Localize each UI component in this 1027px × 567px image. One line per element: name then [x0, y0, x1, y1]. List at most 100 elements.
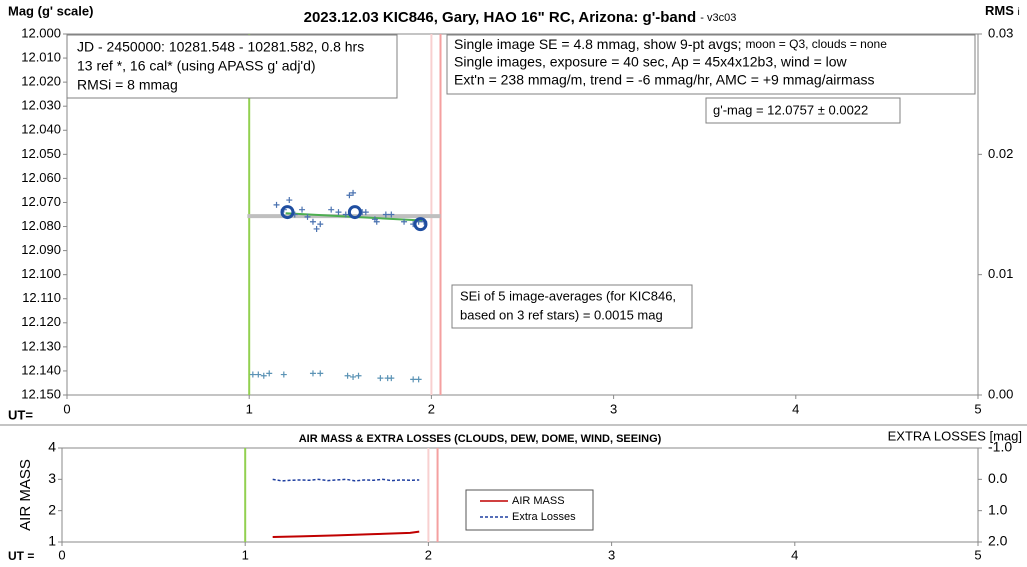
data-point — [249, 371, 256, 378]
data-point — [317, 370, 324, 377]
data-point — [346, 192, 353, 199]
average-point — [280, 205, 295, 220]
data-point — [299, 206, 306, 213]
data-point — [273, 201, 280, 208]
annotation-box — [446, 34, 976, 95]
y-tick-label: 12.020 — [21, 74, 61, 89]
y-tick-label: 12.050 — [21, 146, 61, 161]
y-tick-label: 12.150 — [21, 386, 61, 401]
data-point — [255, 371, 262, 378]
annotation: Single image SE = 4.8 mmag, show 9-pt av… — [454, 36, 887, 52]
annotation-box — [66, 34, 398, 99]
x-tick-label: 0 — [63, 401, 70, 416]
data-point — [335, 209, 342, 216]
y-tick-label: 12.060 — [21, 170, 61, 185]
x-tick-label: 3 — [610, 401, 617, 416]
data-point — [304, 213, 311, 220]
annotation-box — [705, 97, 901, 124]
data-point — [355, 372, 362, 379]
data-point — [344, 372, 351, 379]
y-tick-label: 12.040 — [21, 122, 61, 137]
data-point — [313, 225, 320, 232]
plot-area — [61, 447, 979, 543]
y-tick-label: 12.130 — [21, 338, 61, 353]
title-suffix: - v3c03 — [700, 12, 736, 24]
annotation: Ext'n = 238 mmag/m, trend = -6 mmag/hr, … — [454, 72, 875, 88]
y-tick-label: 3 — [48, 470, 56, 486]
x-axis-label: UT = — [8, 549, 34, 563]
y2-axis-label: RMS i — [985, 3, 1020, 18]
data-point — [362, 209, 369, 216]
chart-title: AIR MASS & EXTRA LOSSES (CLOUDS, DEW, DO… — [299, 433, 662, 445]
data-point — [350, 189, 357, 196]
data-point — [373, 218, 380, 225]
y2-label: RMS — [985, 3, 1014, 18]
data-point — [388, 375, 395, 382]
y2-axis-label: EXTRA LOSSES [mag] — [888, 428, 1022, 443]
plot-area — [66, 33, 979, 396]
data-point — [266, 370, 273, 377]
x-tick-label: 5 — [974, 401, 981, 416]
y-tick-label: 12.100 — [21, 266, 61, 281]
y2-tick-label: -1.0 — [988, 439, 1012, 455]
y-axis-label: Mag (g' scale) — [8, 3, 93, 18]
title: 2023.12.03 KIC846, Gary, HAO 16" RC, Ari… — [304, 9, 696, 26]
y-tick-label: 2 — [48, 501, 56, 517]
x-tick-label: 0 — [58, 547, 65, 562]
data-point — [342, 211, 349, 218]
y-tick-label: 12.000 — [21, 25, 61, 40]
data-point — [350, 373, 357, 380]
legend — [465, 489, 594, 531]
data-point — [260, 372, 267, 379]
series-line — [272, 530, 420, 538]
annotation-part: Single image SE = 4.8 mmag, show 9-pt av… — [454, 36, 742, 52]
x-tick-label: 2 — [425, 547, 432, 562]
y-tick-label: 12.090 — [21, 242, 61, 257]
annotation: g'-mag = 12.0757 ± 0.0022 — [713, 102, 868, 117]
data-point — [377, 375, 384, 382]
y-tick-label: 12.120 — [21, 314, 61, 329]
y2-tick-label: 0.00 — [988, 386, 1013, 401]
annotations: JD - 2450000: 10281.548 - 10281.582, 0.8… — [66, 34, 976, 329]
data-point — [280, 371, 287, 378]
data-point — [410, 376, 417, 383]
y-tick-label: 12.010 — [21, 50, 61, 65]
y2-tick-label: 0.03 — [988, 25, 1013, 40]
y-axis-label: AIR MASS — [17, 459, 34, 531]
y2-tick-label: 0.0 — [988, 470, 1008, 486]
y-tick-label: 1 — [48, 533, 56, 549]
y-tick-label: 12.070 — [21, 194, 61, 209]
y-tick-label: 12.080 — [21, 218, 61, 233]
annotation: RMSi = 8 mmag — [77, 77, 178, 93]
y-tick-label: 12.030 — [21, 98, 61, 113]
data-point — [309, 218, 316, 225]
annotation: SEi of 5 image-averages (for KIC846, — [460, 288, 676, 303]
y2-label-sub: i — [1018, 7, 1020, 18]
x-tick-label: 2 — [428, 401, 435, 416]
legend-label: AIR MASS — [512, 495, 565, 507]
y2-tick-label: 0.01 — [988, 266, 1013, 281]
x-tick-label: 1 — [242, 547, 249, 562]
y-tick-label: 12.140 — [21, 362, 61, 377]
x-axis-label: UT= — [8, 407, 33, 422]
annotation-part: moon = Q3, clouds = none — [745, 37, 887, 51]
average-point — [413, 217, 428, 232]
x-tick-label: 5 — [974, 547, 981, 562]
x-tick-label: 4 — [792, 401, 799, 416]
data-point — [286, 197, 293, 204]
data-point — [317, 221, 324, 228]
annotation: based on 3 ref stars) = 0.0015 mag — [460, 307, 663, 322]
y-tick-label: 12.110 — [22, 290, 61, 305]
data-point — [388, 211, 395, 218]
data-point — [415, 376, 422, 383]
series-line — [272, 478, 420, 482]
chart-title: 2023.12.03 KIC846, Gary, HAO 16" RC, Ari… — [304, 9, 737, 26]
y2-tick-label: 1.0 — [988, 501, 1008, 517]
annotation: JD - 2450000: 10281.548 - 10281.582, 0.8… — [77, 39, 364, 55]
x-tick-label: 4 — [791, 547, 798, 562]
x-tick-label: 1 — [246, 401, 253, 416]
annotation: 13 ref *, 16 cal* (using APASS g' adj'd) — [77, 58, 316, 74]
data-point — [382, 211, 389, 218]
y-tick-label: 4 — [48, 439, 56, 455]
